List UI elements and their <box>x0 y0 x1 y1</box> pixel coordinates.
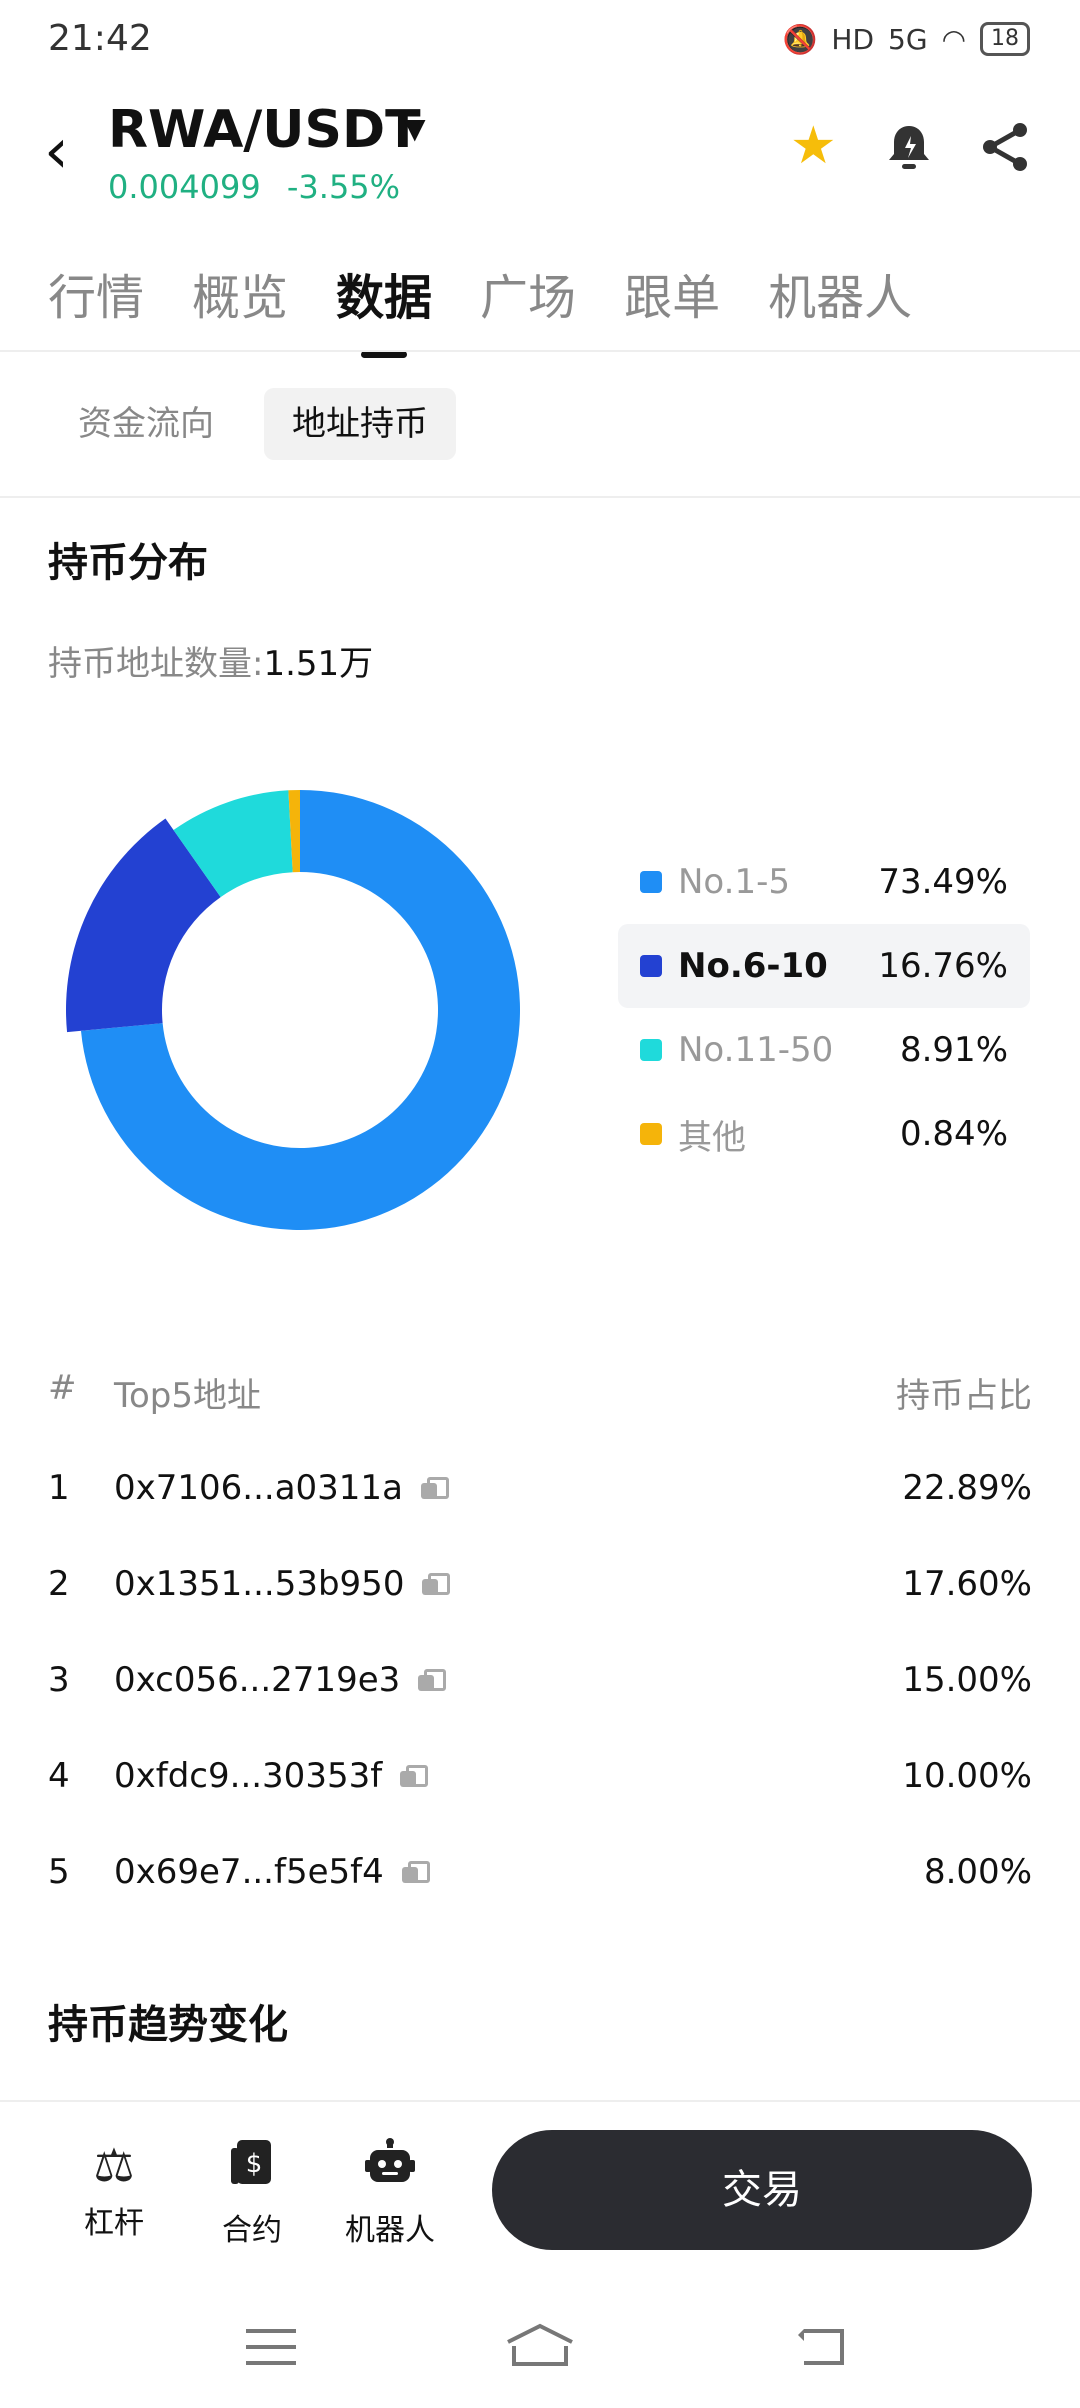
donut-slice-2[interactable] <box>65 818 221 1033</box>
row-share: 10.00% <box>902 1756 1032 1796</box>
row-index: 2 <box>48 1564 70 1604</box>
price-change: -3.55% <box>286 168 401 206</box>
robot-button[interactable]: 机器人 <box>330 2138 450 2249</box>
tab-data[interactable]: 数据 <box>336 258 432 328</box>
donut-chart[interactable] <box>60 770 540 1250</box>
row-index: 3 <box>48 1660 70 1700</box>
row-address: 0x69e7...f5e5f4 <box>114 1852 384 1892</box>
row-share: 17.60% <box>902 1564 1032 1604</box>
leverage-label: 杠杆 <box>84 2206 144 2241</box>
leverage-button[interactable]: ⚖ 杠杆 <box>54 2138 174 2242</box>
contract-icon: $ <box>192 2138 312 2199</box>
row-index: 1 <box>48 1468 70 1508</box>
legend-value-3: 8.91% <box>899 1030 1008 1070</box>
tabs-divider <box>0 350 1080 352</box>
copy-icon[interactable] <box>422 1573 451 1595</box>
table-header-index: # <box>48 1368 77 1408</box>
battery-icon: 18 <box>980 22 1030 56</box>
menu-nav-icon[interactable] <box>244 2322 298 2382</box>
legend-label-3: No.11-50 <box>678 1030 834 1070</box>
row-index: 4 <box>48 1756 70 1796</box>
legend-label-2: No.6-10 <box>678 946 828 986</box>
copy-icon[interactable] <box>420 1477 449 1499</box>
copy-icon[interactable] <box>400 1765 429 1787</box>
last-price: 0.004099 <box>108 168 261 206</box>
section-title-distribution: 持币分布 <box>48 540 208 586</box>
back-icon[interactable]: ‹ <box>44 114 69 187</box>
row-address: 0xc056...2719e3 <box>114 1660 401 1700</box>
legend-row-3[interactable]: No.11-50 8.91% <box>618 1008 1030 1092</box>
holders-label: 持币地址数量: <box>48 644 264 684</box>
price-line: 0.004099 -3.55% <box>108 168 416 206</box>
legend-swatch-2 <box>640 955 662 977</box>
tab-copy-trade[interactable]: 跟单 <box>624 270 721 326</box>
home-nav-icon[interactable] <box>504 2322 576 2383</box>
row-address: 0x1351...53b950 <box>114 1564 405 1604</box>
mute-icon: 🔕 <box>782 22 818 56</box>
table-header-address: Top5地址 <box>114 1376 262 1416</box>
status-icons: 🔕 HD 5G ◠ 18 <box>783 22 1030 56</box>
caret-down-icon[interactable]: ▼ <box>404 112 426 145</box>
star-icon[interactable]: ★ <box>790 116 837 176</box>
legend-swatch-4 <box>640 1123 662 1145</box>
main-tabs: 行情 概览 数据 广场 跟单 机器人 <box>48 258 912 328</box>
tab-market[interactable]: 行情 <box>48 270 145 326</box>
subtabs-divider <box>0 496 1080 498</box>
leverage-icon: ⚖ <box>93 2138 135 2192</box>
table-header-share: 持币占比 <box>896 1376 1032 1416</box>
legend-value-2: 16.76% <box>878 946 1008 986</box>
contract-label: 合约 <box>222 2213 282 2248</box>
legend-label-4: 其他 <box>678 1117 746 1158</box>
pair-title[interactable]: RWA/USDT <box>108 100 421 160</box>
tab-overview[interactable]: 概览 <box>192 270 289 326</box>
wifi-icon: ◠ <box>941 22 966 56</box>
back-nav-icon[interactable] <box>796 2322 850 2382</box>
holders-value: 1.51万 <box>263 644 374 684</box>
row-address: 0x7106...a0311a <box>114 1468 403 1508</box>
legend-value-4: 0.84% <box>899 1114 1008 1154</box>
subtab-fund-flow[interactable]: 资金流向 <box>78 404 214 444</box>
legend-value-1: 73.49% <box>878 862 1008 902</box>
holders-count: 持币地址数量:1.51万 <box>48 636 373 685</box>
row-share: 15.00% <box>902 1660 1032 1700</box>
row-share: 8.00% <box>923 1852 1032 1892</box>
table-row: 2 0x1351...53b950 17.60% <box>48 1536 1032 1632</box>
svg-text:$: $ <box>246 2149 263 2179</box>
table-row: 5 0x69e7...f5e5f4 8.00% <box>48 1824 1032 1920</box>
robot-icon <box>330 2138 450 2199</box>
donut-slice-1[interactable] <box>80 790 521 1230</box>
tab-square[interactable]: 广场 <box>480 270 577 326</box>
row-address: 0xfdc9...30353f <box>114 1756 383 1796</box>
table-row: 1 0x7106...a0311a 22.89% <box>48 1440 1032 1536</box>
donut-slice-3[interactable] <box>173 790 293 898</box>
row-share: 22.89% <box>902 1468 1032 1508</box>
legend-row-1[interactable]: No.1-5 73.49% <box>618 840 1030 924</box>
copy-icon[interactable] <box>418 1669 447 1691</box>
status-time: 21:42 <box>48 18 152 59</box>
robot-label: 机器人 <box>345 2213 435 2248</box>
legend-row-4[interactable]: 其他 0.84% <box>618 1092 1030 1176</box>
tab-robot[interactable]: 机器人 <box>768 270 913 326</box>
trade-button[interactable]: 交易 <box>492 2130 1032 2250</box>
network-icon: 5G <box>888 22 928 56</box>
section-title-trend: 持币趋势变化 <box>48 2002 288 2048</box>
contract-button[interactable]: $ 合约 <box>192 2138 312 2249</box>
chart-legend: No.1-5 73.49% No.6-10 16.76% No.11-50 8.… <box>618 840 1030 1176</box>
hd-icon: HD <box>831 22 875 56</box>
legend-swatch-3 <box>640 1039 662 1061</box>
table-row: 4 0xfdc9...30353f 10.00% <box>48 1728 1032 1824</box>
legend-row-2[interactable]: No.6-10 16.76% <box>618 924 1030 1008</box>
table-row: 3 0xc056...2719e3 15.00% <box>48 1632 1032 1728</box>
donut-slice-4[interactable] <box>288 790 300 873</box>
legend-swatch-1 <box>640 871 662 893</box>
share-icon[interactable] <box>978 120 1032 183</box>
row-index: 5 <box>48 1852 70 1892</box>
legend-label-1: No.1-5 <box>678 862 790 902</box>
subtab-address-holdings[interactable]: 地址持币 <box>264 388 456 460</box>
copy-icon[interactable] <box>401 1861 430 1883</box>
alert-bell-icon[interactable] <box>882 120 936 183</box>
